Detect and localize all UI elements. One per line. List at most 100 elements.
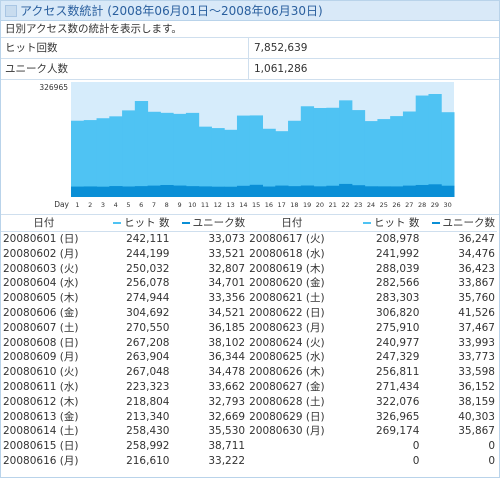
x-tick-label: 9	[177, 201, 181, 209]
header-unique: ユニーク数	[421, 215, 497, 232]
bar-hits	[275, 131, 289, 197]
row-hits: 223,323	[126, 380, 170, 393]
x-tick-label: 21	[329, 201, 337, 209]
bar-hits	[364, 121, 378, 197]
row-hits: 304,692	[126, 306, 170, 319]
table-row: 20080606 (金) 304,692 34,521 20080622 (日) 306…	[1, 306, 497, 321]
table-row: 20080615 (日) 258,992 38,711 0 0	[1, 439, 497, 454]
row-unique: 33,222	[208, 454, 246, 467]
stats-table: 日付 ヒット 数 ユニーク数 日付 ヒット 数 ユニーク数 20080601 (…	[1, 215, 497, 469]
row-unique: 33,356	[208, 292, 246, 305]
x-tick-label: 16	[265, 201, 273, 209]
row-date: 20080619 (木)	[249, 262, 325, 275]
row-hits: 258,430	[126, 425, 170, 438]
header-unique-label: ユニーク数	[442, 217, 496, 229]
table-row: 20080604 (水) 256,078 34,701 20080620 (金) 282…	[1, 276, 497, 291]
row-date: 20080620 (金)	[249, 277, 325, 290]
table-row: 20080608 (日) 267,208 38,102 20080624 (火) 240…	[1, 336, 497, 351]
row-hits: 275,910	[375, 321, 420, 334]
x-tick-label: 4	[114, 201, 118, 209]
row-date: 20080612 (木)	[3, 395, 79, 408]
table-row: 20080605 (木) 274,944 33,356 20080621 (土) 283…	[1, 291, 497, 306]
unique-swatch	[181, 222, 190, 224]
row-unique: 35,867	[458, 425, 495, 438]
row-hits: 0	[412, 454, 420, 467]
bar-unique	[313, 186, 327, 197]
x-axis-label: Day	[54, 200, 69, 209]
row-date: 20080609 (月)	[3, 351, 79, 364]
bar-hits	[390, 116, 404, 197]
row-date: 20080615 (日)	[3, 440, 79, 453]
x-tick-label: 28	[418, 201, 426, 209]
row-date: 20080601 (日)	[3, 233, 79, 245]
row-hits: 250,032	[126, 262, 170, 275]
table-row: 20080607 (土) 270,550 36,185 20080623 (月) 275…	[1, 321, 497, 336]
bar-hits	[288, 120, 302, 197]
bar-unique	[390, 186, 404, 197]
row-unique: 32,669	[208, 410, 246, 423]
unique-swatch	[431, 222, 440, 224]
bar-hits	[377, 119, 391, 197]
bar-unique	[339, 183, 353, 197]
row-date: 20080628 (土)	[249, 395, 325, 408]
x-tick-label: 22	[341, 201, 349, 209]
row-date: 20080622 (日)	[249, 306, 325, 319]
summary-label: ユニーク人数	[1, 59, 249, 79]
panel-icon	[5, 4, 17, 17]
bar-unique	[402, 185, 417, 197]
row-unique: 0	[488, 440, 495, 453]
bar-unique	[173, 185, 187, 197]
table-row: 20080612 (木) 218,804 32,793 20080628 (土) 322…	[1, 395, 497, 410]
row-unique: 36,247	[458, 233, 495, 245]
row-unique: 36,185	[208, 321, 246, 334]
bar-hits	[339, 100, 353, 197]
table-row: 20080610 (火) 267,048 34,478 20080626 (木) 256…	[1, 365, 497, 380]
row-hits: 288,039	[375, 262, 420, 275]
row-hits: 256,078	[126, 277, 170, 290]
row-hits: 270,550	[126, 321, 170, 334]
row-unique: 34,478	[208, 366, 246, 379]
bar-hits	[262, 128, 276, 197]
row-unique: 35,530	[208, 425, 246, 438]
row-hits: 269,174	[375, 425, 420, 438]
x-tick-label: 11	[201, 201, 209, 209]
bar-hits	[249, 115, 263, 197]
row-unique: 36,152	[458, 380, 495, 393]
bar-unique	[364, 186, 378, 197]
bar-hits	[402, 111, 417, 197]
row-hits: 258,992	[126, 440, 170, 453]
header-date: 日付	[1, 215, 87, 232]
row-unique: 41,526	[458, 306, 495, 319]
bar-hits	[224, 129, 238, 197]
row-date: 20080626 (木)	[249, 366, 325, 379]
row-date: 20080611 (水)	[3, 380, 79, 393]
row-unique: 38,102	[208, 336, 246, 349]
row-unique: 33,773	[458, 351, 495, 364]
row-date: 20080607 (土)	[3, 321, 79, 334]
panel-titlebar: アクセス数統計 (2008年06月01日～2008年06月30日)	[1, 1, 499, 21]
x-tick-label: 20	[316, 201, 324, 209]
row-hits: 242,111	[126, 233, 170, 245]
x-tick-label: 27	[405, 201, 413, 209]
x-tick-label: 3	[101, 201, 105, 209]
bar-unique	[441, 185, 455, 197]
row-date: 20080624 (火)	[249, 336, 325, 349]
table-row: 20080611 (水) 223,323 33,662 20080627 (金) 271…	[1, 380, 497, 395]
bar-unique	[134, 186, 149, 197]
bar-unique	[415, 184, 429, 197]
row-hits: 247,329	[375, 351, 420, 364]
header-unique-label: ユニーク数	[192, 217, 246, 229]
bar-hits	[441, 112, 455, 197]
bar-unique	[224, 186, 238, 197]
table-row: 20080602 (月) 244,199 33,521 20080618 (水) 241…	[1, 247, 497, 262]
row-date: 20080603 (火)	[3, 262, 79, 275]
table-row: 20080613 (金) 213,340 32,669 20080629 (日) 326…	[1, 410, 497, 425]
panel-description: 日別アクセス数の統計を表示します。	[1, 21, 499, 38]
header-hits-label: ヒット 数	[374, 217, 420, 229]
header-date: 日付	[247, 215, 337, 232]
chart-area: 326965 Day 1 2 3 4 5 6 7 8 9 10 11 12 13 14 15 16 17 18 19 20…	[1, 80, 499, 215]
row-date: 20080625 (水)	[249, 351, 325, 364]
row-hits: 283,303	[375, 292, 420, 305]
row-date: 20080623 (月)	[249, 321, 325, 334]
